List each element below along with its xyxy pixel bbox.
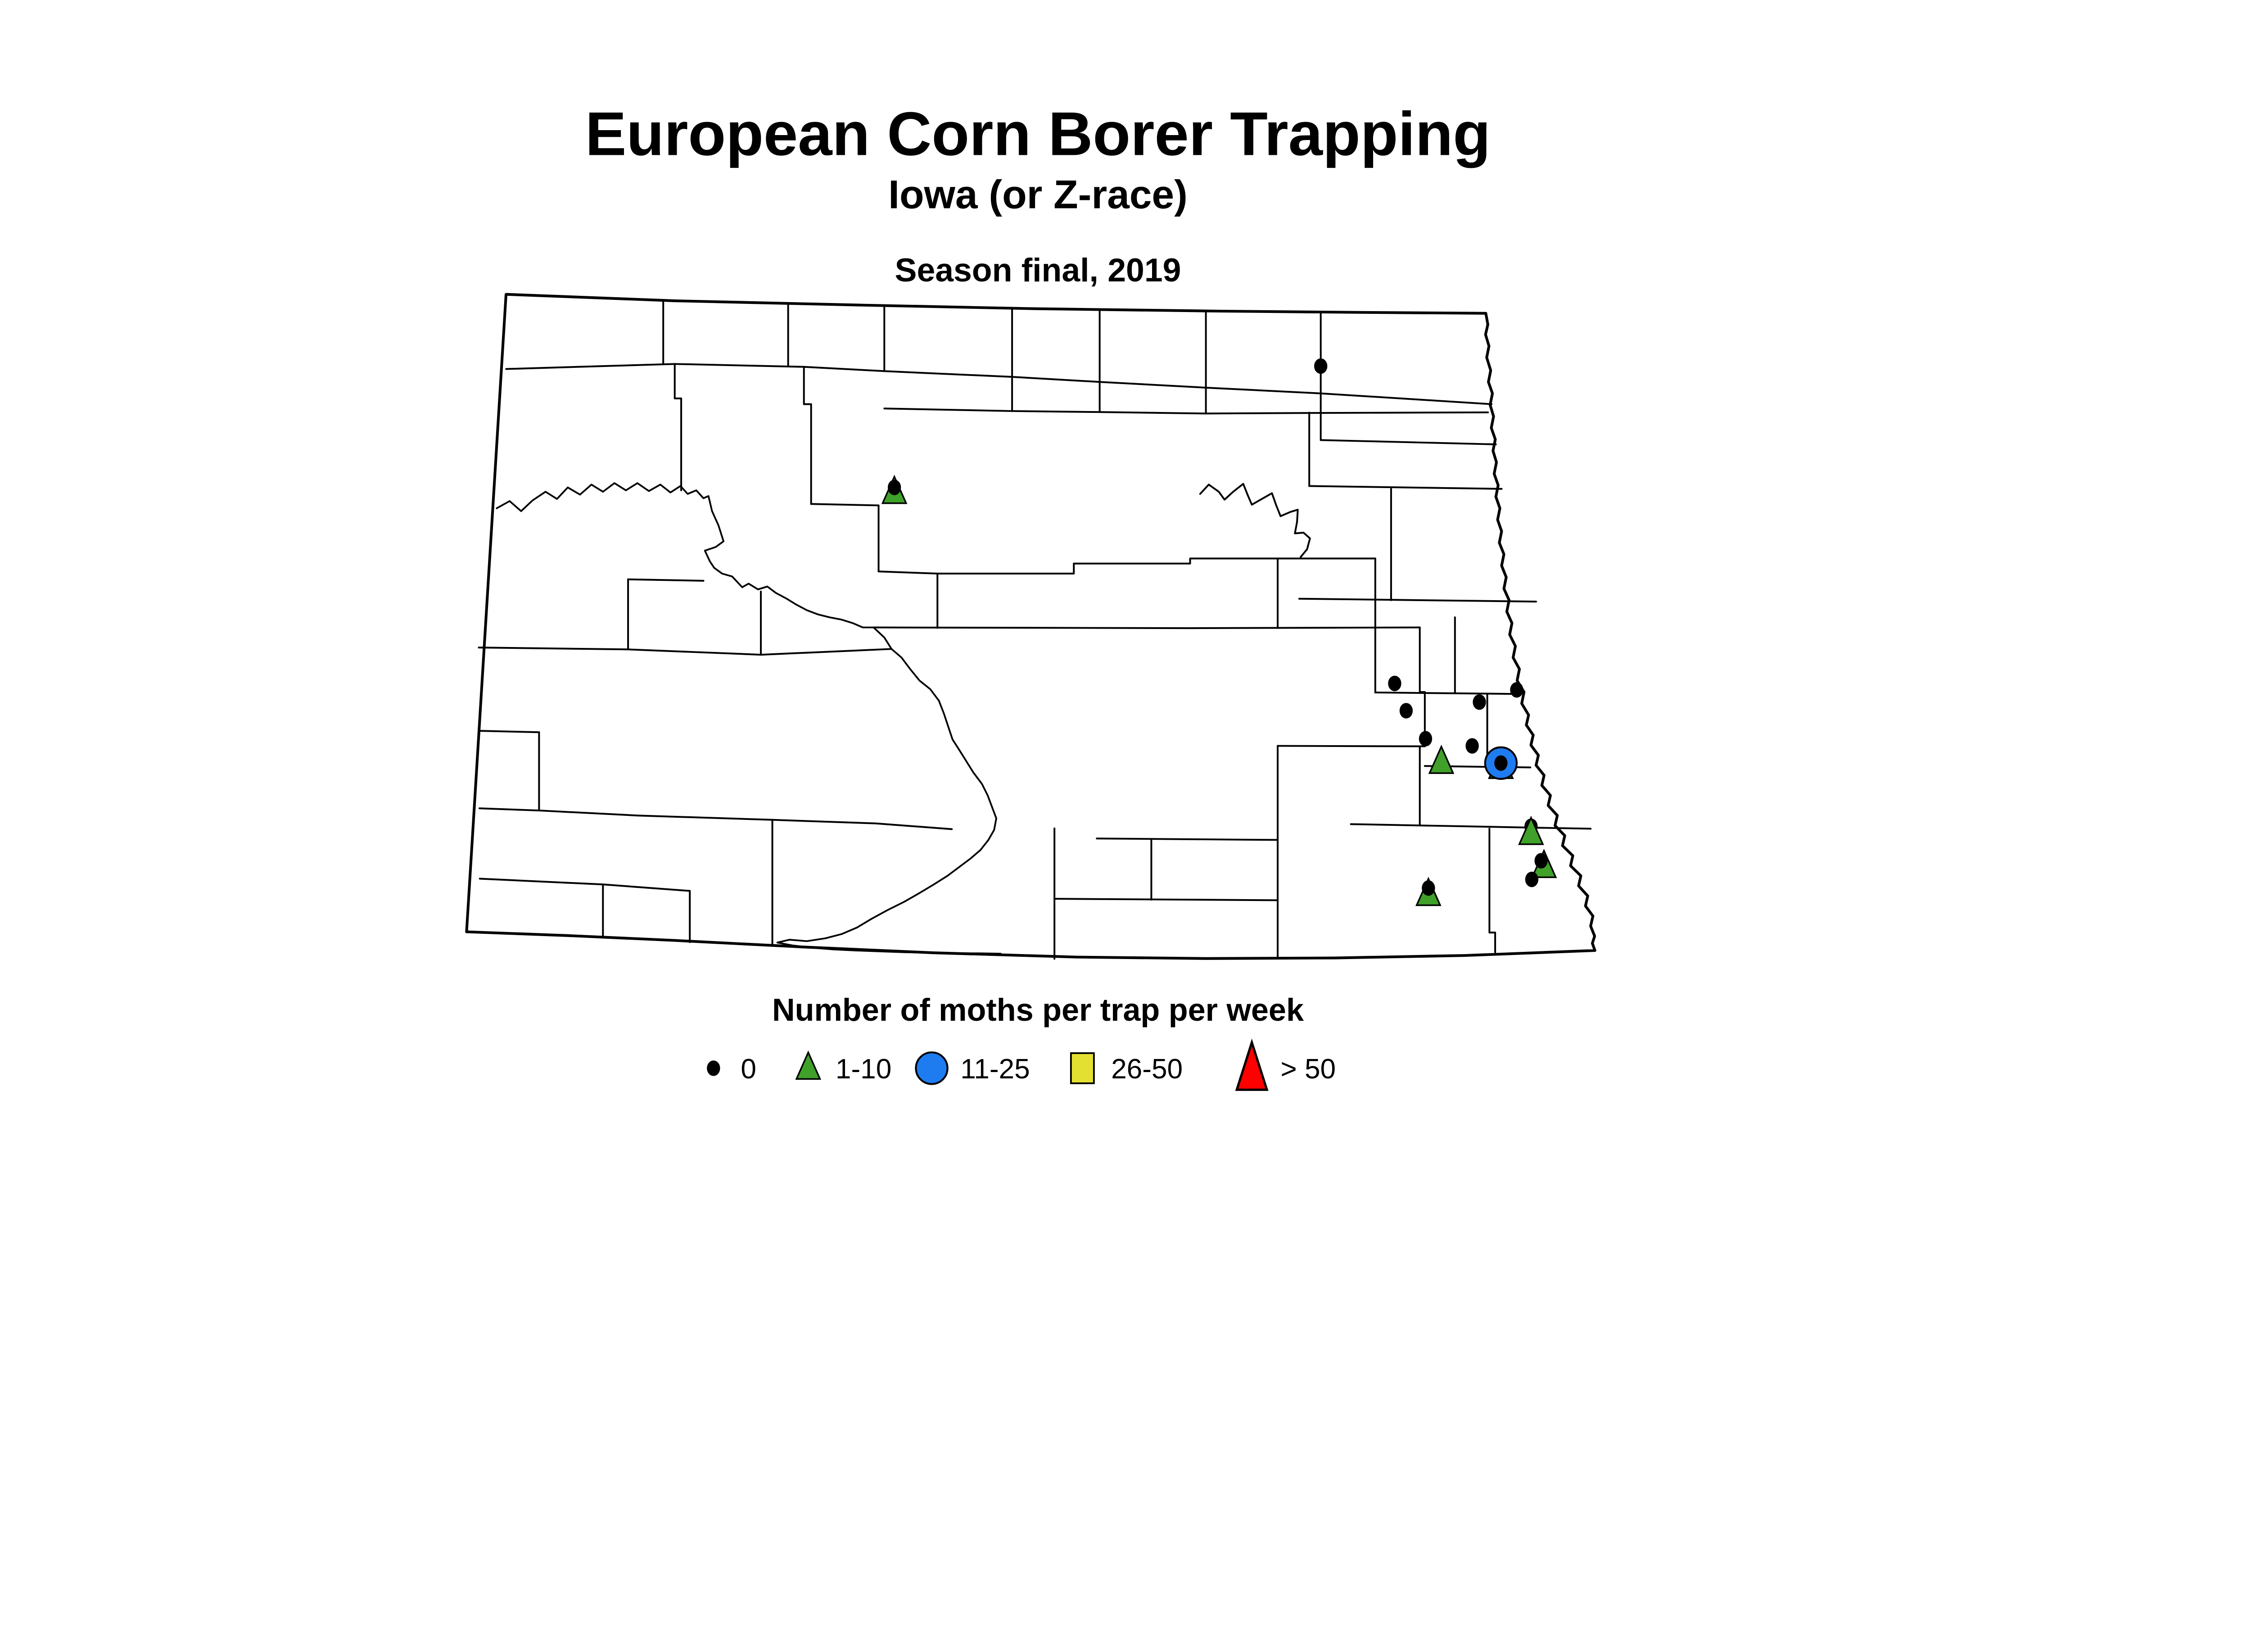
marker-triangle <box>795 1050 822 1080</box>
legend-label-3: 26-50 <box>1111 1054 1183 1085</box>
season-label: Season final, 2019 <box>895 252 1181 289</box>
marker-dot <box>1422 880 1435 896</box>
marker-square <box>1070 1052 1095 1084</box>
marker-dot <box>1399 703 1413 719</box>
river-lines <box>496 482 1002 955</box>
marker-blue_circle <box>915 1051 949 1085</box>
corn-borer-map-figure: European Corn Borer Trapping Iowa (or Z-… <box>465 100 1596 1091</box>
legend-swatches <box>707 1038 1269 1091</box>
page-title: European Corn Borer Trapping <box>585 100 1491 168</box>
marker-dot <box>1494 755 1508 771</box>
marker-dot <box>1534 853 1548 869</box>
marker-dot <box>1314 358 1328 374</box>
legend-label-1: 1-10 <box>836 1054 891 1085</box>
marker-dot <box>1510 682 1523 698</box>
figure-canvas: European Corn Borer Trapping Iowa (or Z-… <box>465 100 1596 1091</box>
legend-title: Number of moths per trap per week <box>772 992 1304 1027</box>
marker-dot <box>1465 738 1479 754</box>
legend: Number of moths per trap per week 0 1-10… <box>707 992 1336 1091</box>
marker-dot <box>1388 675 1401 692</box>
legend-label-4: > 50 <box>1280 1054 1336 1085</box>
marker-dot <box>1473 694 1486 710</box>
marker-dot <box>887 480 901 495</box>
marker-dot <box>1525 871 1539 887</box>
page-subtitle: Iowa (or Z-race) <box>888 172 1188 217</box>
marker-triangle <box>1428 744 1455 774</box>
marker-red_triangle <box>1235 1038 1269 1091</box>
state-outline <box>465 293 1596 960</box>
legend-label-0: 0 <box>741 1054 756 1085</box>
map-markers <box>881 358 1557 906</box>
marker-dot <box>707 1060 720 1076</box>
county-lines <box>478 301 1592 960</box>
marker-dot <box>1419 731 1433 747</box>
marker-triangle <box>1518 815 1544 845</box>
legend-label-2: 11-25 <box>960 1054 1030 1085</box>
